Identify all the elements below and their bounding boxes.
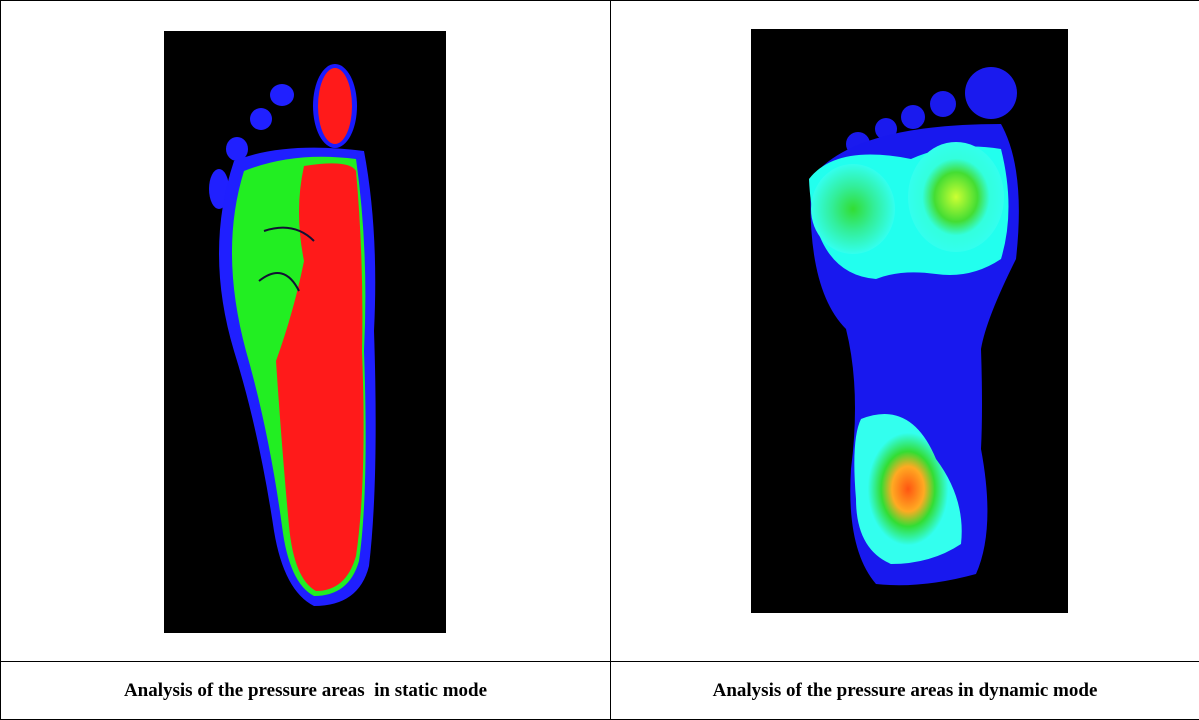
caption: Analysis of the pressure areas in dynami… <box>611 662 1199 720</box>
dynamic-footprint-image <box>751 29 1068 613</box>
dynamic-cell <box>611 1 1199 662</box>
figure-table: Analysis of the pressure areas in static… <box>0 0 1199 720</box>
static-footprint-image <box>164 31 446 633</box>
static-cell <box>1 1 611 662</box>
caption: Analysis of the pressure areas in static… <box>1 662 611 720</box>
page: Analysis of the pressure areas in static… <box>0 0 1199 720</box>
